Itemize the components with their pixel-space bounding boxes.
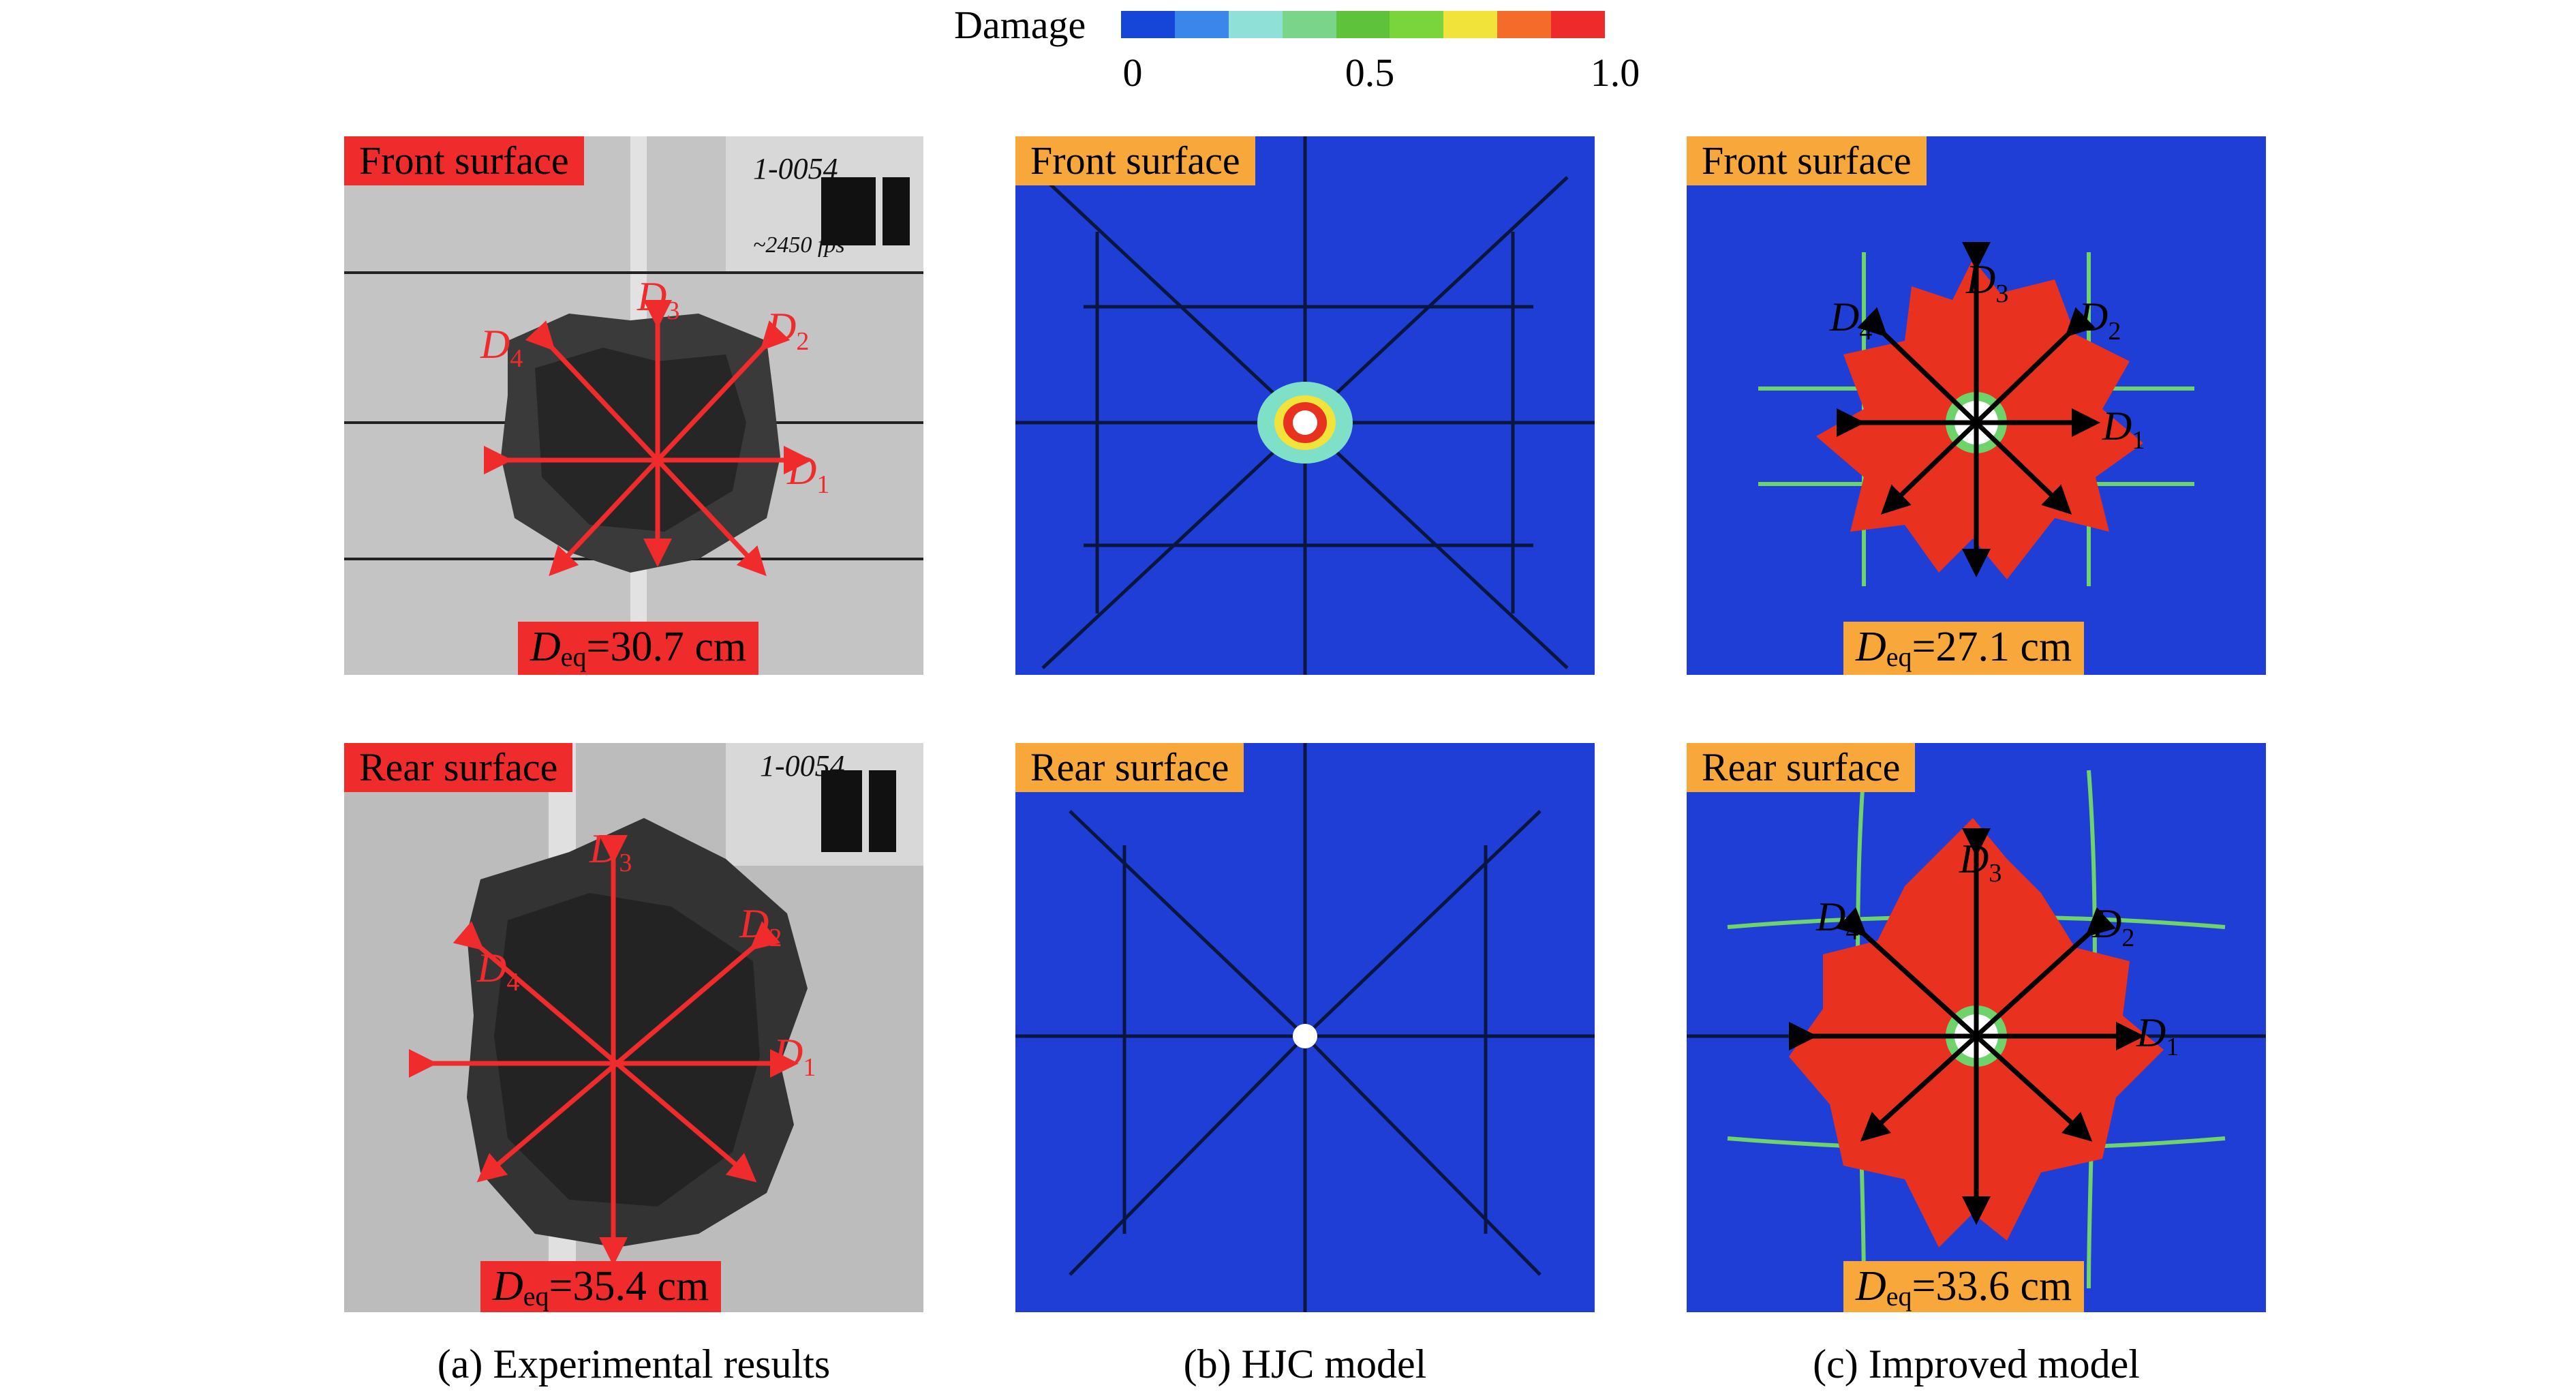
experimental-front-arrows bbox=[484, 300, 812, 577]
rear-surface-label: Rear surface bbox=[1015, 743, 1244, 792]
experimental-rear-photo: 1-0054 D3 D2 D4 D1 Rear surface Deq=35.4… bbox=[344, 743, 923, 1312]
d1-label: D1 bbox=[2102, 404, 2145, 455]
improved-front-image bbox=[1687, 136, 2266, 675]
colorbar-swatch-6 bbox=[1443, 11, 1498, 38]
caption-experimental: (a) Experimental results bbox=[437, 1342, 831, 1387]
hjc-front-image bbox=[1015, 136, 1595, 675]
rear-surface-label: Rear surface bbox=[344, 743, 573, 792]
experimental-rear-arrows bbox=[409, 835, 799, 1266]
hjc-rear-image bbox=[1015, 743, 1595, 1312]
colorbar-tick-max: 1.0 bbox=[1590, 50, 1640, 95]
d4-label: D4 bbox=[477, 945, 520, 997]
colorbar-swatch-7 bbox=[1497, 11, 1552, 38]
d4-label: D4 bbox=[1816, 894, 1859, 945]
d1-label: D1 bbox=[773, 1031, 816, 1082]
colorbar bbox=[1121, 11, 1606, 38]
deq-value: Deq=35.4 cm bbox=[480, 1261, 722, 1312]
caption-hjc: (b) HJC model bbox=[1183, 1342, 1427, 1387]
colorbar-tick-mid: 0.5 bbox=[1345, 50, 1395, 95]
front-surface-label: Front surface bbox=[344, 136, 584, 185]
front-surface-label: Front surface bbox=[1015, 136, 1255, 185]
improved-front-contour: D3 D2 D4 D1 Front surface Deq=27.1 cm bbox=[1687, 136, 2266, 675]
d3-label: D3 bbox=[637, 274, 680, 325]
colorbar-swatch-3 bbox=[1282, 11, 1336, 38]
d1-label: D1 bbox=[2136, 1010, 2179, 1061]
colorbar-swatch-5 bbox=[1390, 11, 1444, 38]
d2-label: D2 bbox=[739, 901, 782, 952]
hjc-rear-contour: Rear surface bbox=[1015, 743, 1595, 1312]
colorbar-swatch-8 bbox=[1551, 11, 1606, 38]
d3-label: D3 bbox=[1966, 257, 2009, 308]
rear-surface-label: Rear surface bbox=[1687, 743, 1916, 792]
colorbar-swatch-2 bbox=[1228, 11, 1283, 38]
d2-label: D2 bbox=[2092, 901, 2135, 952]
deq-value: Deq=30.7 cm bbox=[518, 622, 759, 675]
d4-label: D4 bbox=[480, 322, 523, 373]
colorbar-swatch-4 bbox=[1336, 11, 1390, 38]
colorbar-swatch-1 bbox=[1174, 11, 1229, 38]
colorbar-swatch-0 bbox=[1121, 11, 1175, 38]
front-surface-label: Front surface bbox=[1687, 136, 1927, 185]
colorbar-title: Damage bbox=[954, 3, 1086, 47]
photo-marker-text: 1-0054 bbox=[760, 749, 845, 783]
caption-improved: (c) Improved model bbox=[1813, 1342, 2140, 1387]
photo-marker-text: 1-0054 bbox=[753, 152, 838, 185]
d2-label: D2 bbox=[2079, 294, 2121, 346]
improved-rear-image bbox=[1687, 743, 2266, 1312]
hjc-front-contour: Front surface bbox=[1015, 136, 1595, 675]
d2-label: D2 bbox=[767, 305, 810, 356]
deq-value: Deq=33.6 cm bbox=[1843, 1261, 2085, 1312]
experimental-front-photo: 1-0054 ~2450 fps D3 D2 D4 D1 Front surfa… bbox=[344, 136, 923, 675]
d3-label: D3 bbox=[1959, 836, 2002, 888]
d1-label: D1 bbox=[787, 448, 830, 499]
deq-value: Deq=27.1 cm bbox=[1843, 622, 2085, 675]
d4-label: D4 bbox=[1830, 294, 1873, 346]
improved-rear-contour: D3 D2 D4 D1 Rear surface Deq=33.6 cm bbox=[1687, 743, 2266, 1312]
colorbar-tick-0: 0 bbox=[1122, 50, 1143, 95]
d3-label: D3 bbox=[589, 826, 632, 877]
photo-speed-text: ~2450 fps bbox=[753, 232, 845, 258]
